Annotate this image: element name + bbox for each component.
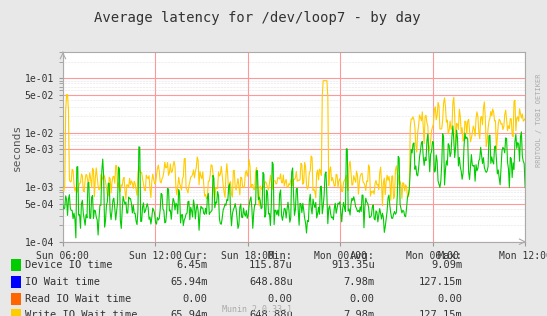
Text: 0.00: 0.00 (183, 294, 208, 304)
Text: Cur:: Cur: (183, 251, 208, 261)
Text: 648.88u: 648.88u (249, 310, 293, 316)
Text: 7.98m: 7.98m (344, 277, 375, 287)
Text: 65.94m: 65.94m (170, 310, 208, 316)
Text: Avg:: Avg: (350, 251, 375, 261)
Text: 127.15m: 127.15m (418, 277, 462, 287)
Text: 0.00: 0.00 (350, 294, 375, 304)
Text: Munin 2.0.33-1: Munin 2.0.33-1 (222, 306, 292, 314)
Text: Min:: Min: (267, 251, 293, 261)
Text: 7.98m: 7.98m (344, 310, 375, 316)
Text: 65.94m: 65.94m (170, 277, 208, 287)
Text: 127.15m: 127.15m (418, 310, 462, 316)
Text: 0.00: 0.00 (267, 294, 293, 304)
Text: RRDTOOL / TOBI OETIKER: RRDTOOL / TOBI OETIKER (536, 73, 542, 167)
Text: Read IO Wait time: Read IO Wait time (25, 294, 131, 304)
Text: 6.45m: 6.45m (177, 260, 208, 270)
Text: Write IO Wait time: Write IO Wait time (25, 310, 138, 316)
Text: 9.09m: 9.09m (431, 260, 462, 270)
Text: 115.87u: 115.87u (249, 260, 293, 270)
Text: Average latency for /dev/loop7 - by day: Average latency for /dev/loop7 - by day (94, 11, 421, 25)
Text: Device IO time: Device IO time (25, 260, 113, 270)
Text: Max:: Max: (437, 251, 462, 261)
Text: IO Wait time: IO Wait time (25, 277, 100, 287)
Text: 913.35u: 913.35u (331, 260, 375, 270)
Text: 0.00: 0.00 (437, 294, 462, 304)
Y-axis label: seconds: seconds (11, 123, 22, 171)
Text: 648.88u: 648.88u (249, 277, 293, 287)
